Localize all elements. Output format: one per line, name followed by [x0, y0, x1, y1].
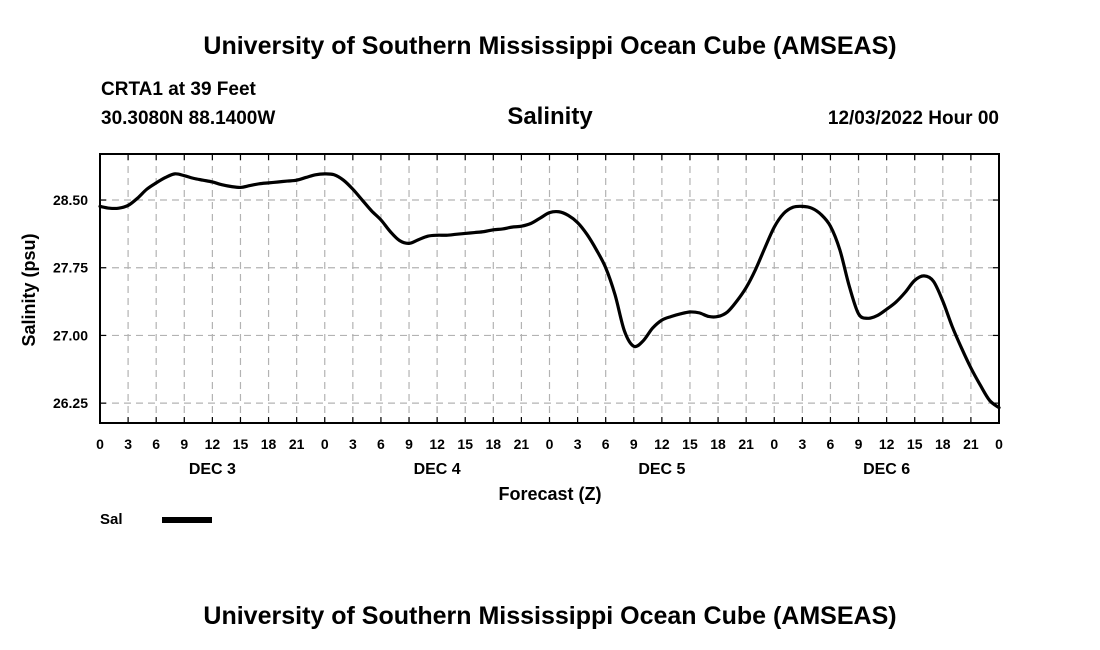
x-tick-label: 9: [180, 436, 188, 452]
x-tick-label: 12: [205, 436, 221, 452]
x-tick-label: 12: [429, 436, 445, 452]
day-label: DEC 3: [189, 461, 236, 478]
x-tick-label: 6: [602, 436, 610, 452]
coordinates-label: 30.3080N 88.1400W: [101, 108, 275, 129]
station-label: CRTA1 at 39 Feet: [101, 79, 257, 100]
bottom-title: University of Southern Mississippi Ocean…: [203, 602, 896, 630]
x-tick-label: 0: [770, 436, 778, 452]
legend-label: Sal: [100, 511, 123, 528]
y-tick-label: 26.25: [53, 395, 88, 411]
x-tick-label: 9: [630, 436, 638, 452]
x-tick-label: 3: [798, 436, 806, 452]
x-tick-label: 18: [710, 436, 726, 452]
x-tick-label: 3: [124, 436, 132, 452]
forecast-datetime: 12/03/2022 Hour 00: [828, 108, 999, 129]
x-tick-label: 18: [935, 436, 951, 452]
x-tick-label: 6: [152, 436, 160, 452]
x-tick-label: 6: [377, 436, 385, 452]
x-tick-label: 3: [349, 436, 357, 452]
x-tick-label: 0: [546, 436, 554, 452]
y-axis-title: Salinity (psu): [19, 233, 39, 346]
day-label: DEC 6: [863, 461, 910, 478]
axis-labels: 0 3 6 9 12 15 18 21 0 3 6 9 12 15 18 21 0 3 6 9 12 15 18 21 0 3 6 9…: [53, 192, 1003, 478]
x-tick-label: 18: [261, 436, 277, 452]
x-tick-label: 9: [855, 436, 863, 452]
x-tick-label: 21: [289, 436, 305, 452]
y-tick-label: 27.75: [53, 260, 88, 276]
x-tick-label: 3: [574, 436, 582, 452]
x-tick-label: 21: [738, 436, 754, 452]
x-tick-label: 12: [654, 436, 670, 452]
x-tick-label: 15: [907, 436, 923, 452]
x-tick-label: 0: [995, 436, 1003, 452]
x-tick-label: 6: [827, 436, 835, 452]
series-line-sal: [98, 172, 1001, 410]
x-tick-label: 15: [233, 436, 249, 452]
x-tick-label: 12: [879, 436, 895, 452]
series-layer: [98, 172, 1001, 410]
y-tick-label: 27.00: [53, 327, 88, 343]
x-tick-label: 15: [682, 436, 698, 452]
x-axis-title: Forecast (Z): [498, 484, 601, 504]
x-tick-label: 21: [514, 436, 530, 452]
x-tick-label: 21: [963, 436, 979, 452]
x-tick-label: 15: [457, 436, 473, 452]
plot-frame: [99, 153, 1000, 424]
y-tick-label: 28.50: [53, 192, 88, 208]
top-title: University of Southern Mississippi Ocean…: [203, 32, 896, 60]
chart-title: Salinity: [507, 103, 593, 130]
day-label: DEC 4: [414, 461, 461, 478]
x-tick-label: 9: [405, 436, 413, 452]
day-label: DEC 5: [638, 461, 685, 478]
x-tick-label: 18: [486, 436, 502, 452]
x-tick-label: 0: [321, 436, 329, 452]
grid: [100, 154, 999, 423]
x-tick-label: 0: [96, 436, 104, 452]
